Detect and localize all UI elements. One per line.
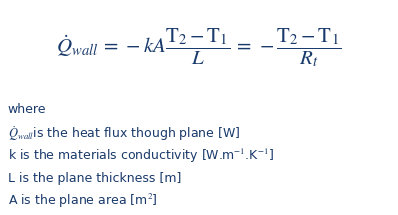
- Text: where: where: [8, 103, 47, 116]
- Text: $\dot{Q}_{wall}\, =\, -kA\dfrac{\mathrm{T}_2 - \mathrm{T}_1}{L}\, =\, -\dfrac{\m: $\dot{Q}_{wall}\, =\, -kA\dfrac{\mathrm{…: [57, 26, 341, 69]
- Text: A is the plane area [m$^{2}$]: A is the plane area [m$^{2}$]: [8, 192, 158, 210]
- Text: k is the materials conductivity [W.m$^{-1}$.K$^{-1}$]: k is the materials conductivity [W.m$^{-…: [8, 147, 274, 165]
- Text: $\dot{Q}_{wall}$is the heat flux though plane [W]: $\dot{Q}_{wall}$is the heat flux though …: [8, 124, 240, 143]
- Text: L is the plane thickness [m]: L is the plane thickness [m]: [8, 172, 181, 185]
